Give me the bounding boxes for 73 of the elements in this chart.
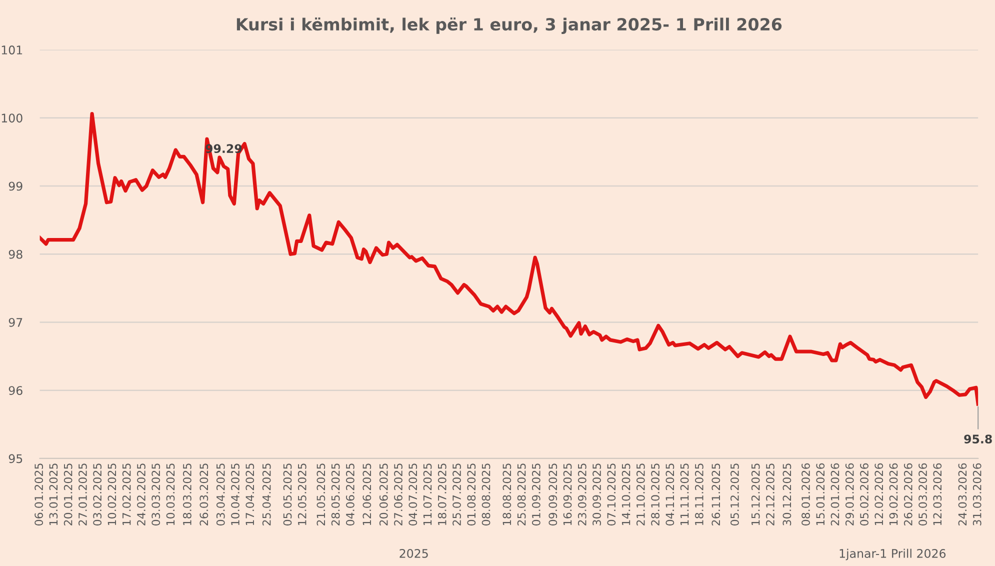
x-tick-label: 18.08.2025 [502,464,512,526]
x-tick-label: 21.05.2025 [316,464,326,526]
x-tick-label: 03.03.2025 [152,464,160,526]
x-tick-label: 16.09.2025 [563,464,572,526]
x-tick-label: 04.11.2025 [666,464,674,526]
x-tick-label: 09.09.2025 [548,464,558,526]
x-tick-label: 12.06.2025 [362,464,372,526]
x-tick-label: 10.04.2025 [231,464,240,526]
y-tick-label: 100 [2,114,22,123]
x-tick-label: 05.05.2025 [283,464,292,526]
x-tick-label: 27.06.2025 [394,464,402,526]
x-tick-label: 08.01.2026 [802,463,810,526]
x-tick-label: 12.03.2026 [933,463,942,526]
x-tick-label: 25.07.2025 [452,464,461,526]
y-tick-label: 97 [8,318,22,327]
x-tick-label: 10.03.2025 [166,464,175,526]
x-tick-label: 20.01.2025 [64,464,72,526]
x-tick-label: 25.08.2025 [517,464,526,526]
x-tick-label: 06.01.2025 [34,464,44,526]
x-tick-label: 05.12.2025 [730,464,739,526]
x-tick-label: 18.03.2025 [182,464,192,526]
x-tick-label: 18.11.2025 [694,464,704,526]
x-tick-label: 30.09.2025 [592,464,601,526]
x-tick-label: 13.01.2025 [49,464,58,526]
y-tick-label: 98 [8,250,22,259]
x-tick-label: 21.10.2025 [636,464,645,526]
x-tick-label: 12.05.2025 [298,464,306,526]
y-tick-label: 95 [8,454,22,464]
chart-title: Kursi i këmbimit, lek për 1 euro, 3 janar 2025- 1 Prill 2026 [236,17,782,34]
x-tick-label: 31.03.2026 [972,463,982,526]
x-tick-label: 03.04.2025 [216,464,225,526]
x-tick-label: 05.02.2026 [860,463,868,526]
x-tick-label: 15.12.2025 [751,464,760,526]
x-tick-label: 07.10.2025 [607,464,616,526]
x-tick-label: 26.03.2025 [200,464,208,526]
x-tick-label: 28.10.2025 [651,464,660,526]
x-tick-label: 05.03.2026 [918,463,927,526]
x-tick-label: 26.11.2025 [712,464,720,526]
x-tick-label: 25.04.2025 [262,464,271,526]
x-tick-label: 22.12.2025 [766,464,774,526]
x-tick-label: 17.02.2025 [122,464,131,526]
line-series [40,112,978,406]
x-tick-label: 29.01.2026 [845,463,854,526]
x-tick-label: 26.02.2026 [904,463,912,526]
x-tick-label: 19.02.2026 [889,463,898,526]
x-tick-label: 14.10.2025 [622,464,630,526]
x-tick-label: 17.04.2025 [246,464,254,526]
x-tick-label: 20.06.2025 [379,464,388,526]
x-tick-label: 12.02.2026 [874,463,884,526]
x-tick-label: 04.06.2025 [346,464,354,526]
x-tick-label: 23.09.2025 [578,464,586,526]
x-tick-label: 24.02.2025 [137,464,146,526]
y-tick-label: 96 [8,386,22,396]
text: 2025 [400,548,428,558]
annotation: 95.8 [964,434,992,444]
x-tick-label: 28.05.2025 [331,464,340,526]
x-tick-label: 10.02.2025 [108,464,116,526]
y-tick-label: 101 [2,46,22,54]
x-tick-label: 22.01.2026 [830,463,840,526]
x-tick-label: 11.11.2025 [680,464,689,526]
x-tick-label: 30.12.2025 [782,464,792,526]
x-tick-label: 11.07.2025 [423,464,432,526]
x-tick-label: 24.03.2026 [958,463,967,526]
x-tick-label: 04.07.2025 [408,464,418,526]
x-tick-label: 15.01.2026 [816,463,825,526]
x-tick-label: 03.02.2025 [93,464,102,526]
x-tick-label: 27.01.2025 [78,464,87,526]
x-tick-label: 01.09.2025 [532,464,540,526]
x-tick-label: 08.08.2025 [482,464,490,526]
text: 1janar-1 Prill 2026 [840,548,946,560]
x-tick-label: 18.07.2025 [438,464,446,526]
x-tick-label: 01.08.2025 [467,464,476,526]
y-tick-label: 99 [8,182,22,191]
